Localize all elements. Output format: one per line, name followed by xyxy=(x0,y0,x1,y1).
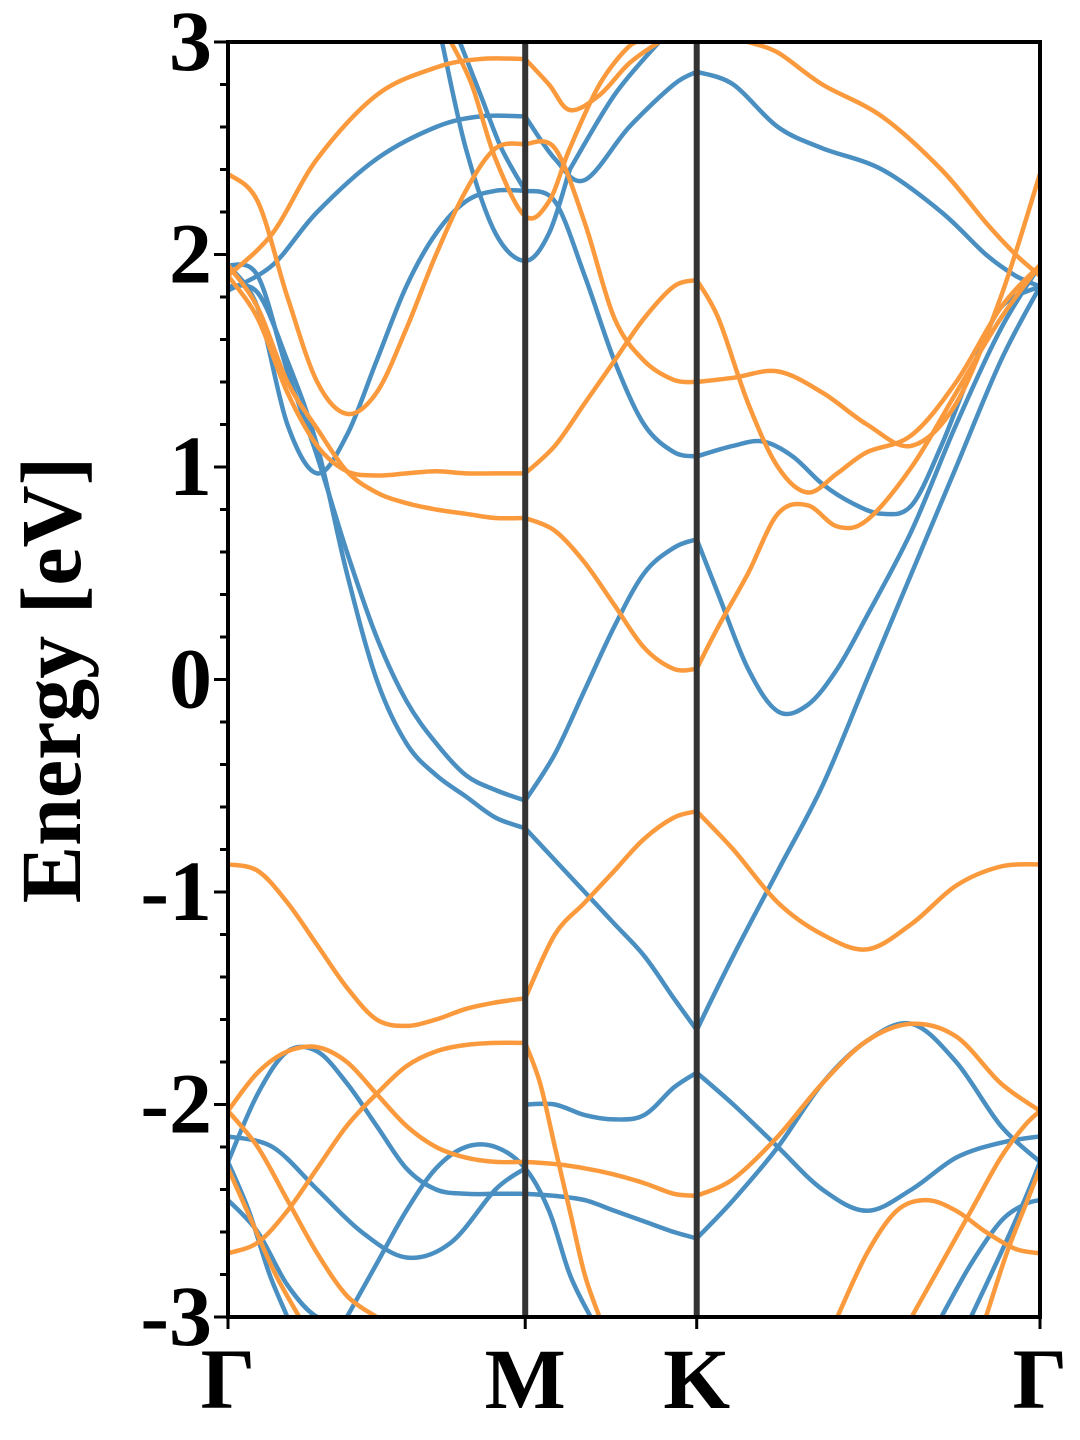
blue-band-21 xyxy=(228,1197,350,1317)
high-symmetry-lines xyxy=(522,42,700,1317)
orange-band-29 xyxy=(228,273,528,478)
x-tick-label: K xyxy=(663,1331,730,1427)
blue-band-4 xyxy=(522,537,699,803)
blue-band-10 xyxy=(522,69,699,184)
orange-band-45 xyxy=(228,1040,528,1256)
blue-band-11 xyxy=(694,69,1040,289)
orange-band-27 xyxy=(522,809,699,1001)
y-tick-label: 1 xyxy=(169,418,212,514)
orange-band-46 xyxy=(522,1040,602,1317)
blue-band-15 xyxy=(228,1134,528,1261)
blue-band-1 xyxy=(522,826,699,1033)
blue-band-24 xyxy=(939,1197,1040,1317)
y-tick-label: -2 xyxy=(140,1056,212,1152)
blue-band-13 xyxy=(567,42,662,172)
x-tick-label: Γ xyxy=(1013,1331,1068,1427)
blue-band-16 xyxy=(228,1044,528,1197)
blue-band-19 xyxy=(694,1070,1040,1214)
blue-band-20 xyxy=(694,1020,1040,1241)
orange-band-26 xyxy=(228,862,528,1029)
blue-band-17 xyxy=(522,1191,699,1241)
orange-band-39 xyxy=(522,42,662,113)
y-tick-label: 3 xyxy=(169,0,212,89)
orange-band-36 xyxy=(522,139,699,385)
orange-band-35 xyxy=(228,141,528,417)
orange-band-30 xyxy=(522,277,699,476)
orange-band-31 xyxy=(694,262,1040,495)
orange-band-43 xyxy=(522,1159,699,1199)
y-axis-ticks: 3 2 1 0 -1 -2 -3 xyxy=(140,0,228,1364)
blue-band-2 xyxy=(694,284,1040,1033)
orange-band-41 xyxy=(448,42,647,221)
orange-band-40 xyxy=(745,42,1040,279)
blue-band-14 xyxy=(457,42,528,194)
orange-band-47 xyxy=(835,1197,1040,1317)
blue-band-23 xyxy=(344,1142,593,1317)
band-curves xyxy=(228,42,1040,1317)
orange-band-51 xyxy=(983,1166,1040,1317)
blue-band-25 xyxy=(968,1159,1040,1317)
y-tick-label: -3 xyxy=(140,1268,212,1364)
orange-band-32 xyxy=(228,262,528,521)
blue-band-18 xyxy=(522,1070,699,1122)
blue-band-6 xyxy=(228,187,528,476)
y-tick-label: 2 xyxy=(169,206,212,302)
blue-band-5 xyxy=(694,262,1040,717)
y-tick-label: -1 xyxy=(140,843,212,939)
orange-band-38 xyxy=(228,56,528,279)
orange-band-44 xyxy=(694,1021,1040,1199)
blue-band-3 xyxy=(228,262,528,803)
x-tick-label: M xyxy=(485,1331,566,1427)
orange-band-28 xyxy=(694,809,1040,952)
y-axis-title: Energy [eV] xyxy=(3,457,99,904)
y-tick-label: 0 xyxy=(169,631,212,727)
orange-band-33 xyxy=(522,515,699,673)
x-tick-label: Γ xyxy=(201,1331,256,1427)
blue-band-12 xyxy=(439,42,573,264)
orange-band-37 xyxy=(694,171,1040,449)
orange-band-49 xyxy=(228,1166,302,1317)
orange-band-50 xyxy=(909,1108,1040,1317)
orange-band-48 xyxy=(228,1108,379,1317)
